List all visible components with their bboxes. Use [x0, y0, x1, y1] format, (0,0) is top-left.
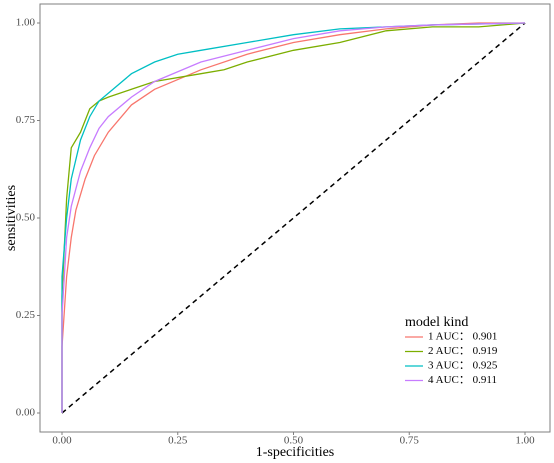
- x-tick-label: 1.00: [515, 435, 535, 447]
- legend-label: 4 AUC： 0.911: [428, 374, 497, 386]
- reference-line: [61, 22, 526, 414]
- y-axis-label: sensitivities: [4, 185, 19, 251]
- x-tick-label: 0.50: [284, 435, 304, 447]
- legend-label: 3 AUC： 0.925: [428, 360, 498, 372]
- legend-label: 1 AUC： 0.901: [428, 331, 497, 343]
- roc-line: [61, 22, 526, 413]
- y-tick-label: 1.00: [16, 17, 36, 29]
- roc-line: [61, 22, 525, 413]
- x-axis-label: 1-specificities: [256, 445, 335, 460]
- y-tick-label: 0.50: [16, 212, 36, 224]
- x-tick-label: 0.25: [168, 435, 188, 447]
- legend-label: 2 AUC： 0.919: [428, 345, 498, 357]
- y-tick-label: 0.25: [16, 309, 36, 321]
- roc-line: [61, 22, 526, 413]
- y-tick-label: 0.75: [16, 114, 36, 126]
- legend-title: model kind: [405, 315, 468, 330]
- x-tick-label: 0.00: [52, 435, 72, 447]
- x-tick-label: 0.75: [400, 435, 420, 447]
- y-tick-label: 0.00: [16, 407, 36, 419]
